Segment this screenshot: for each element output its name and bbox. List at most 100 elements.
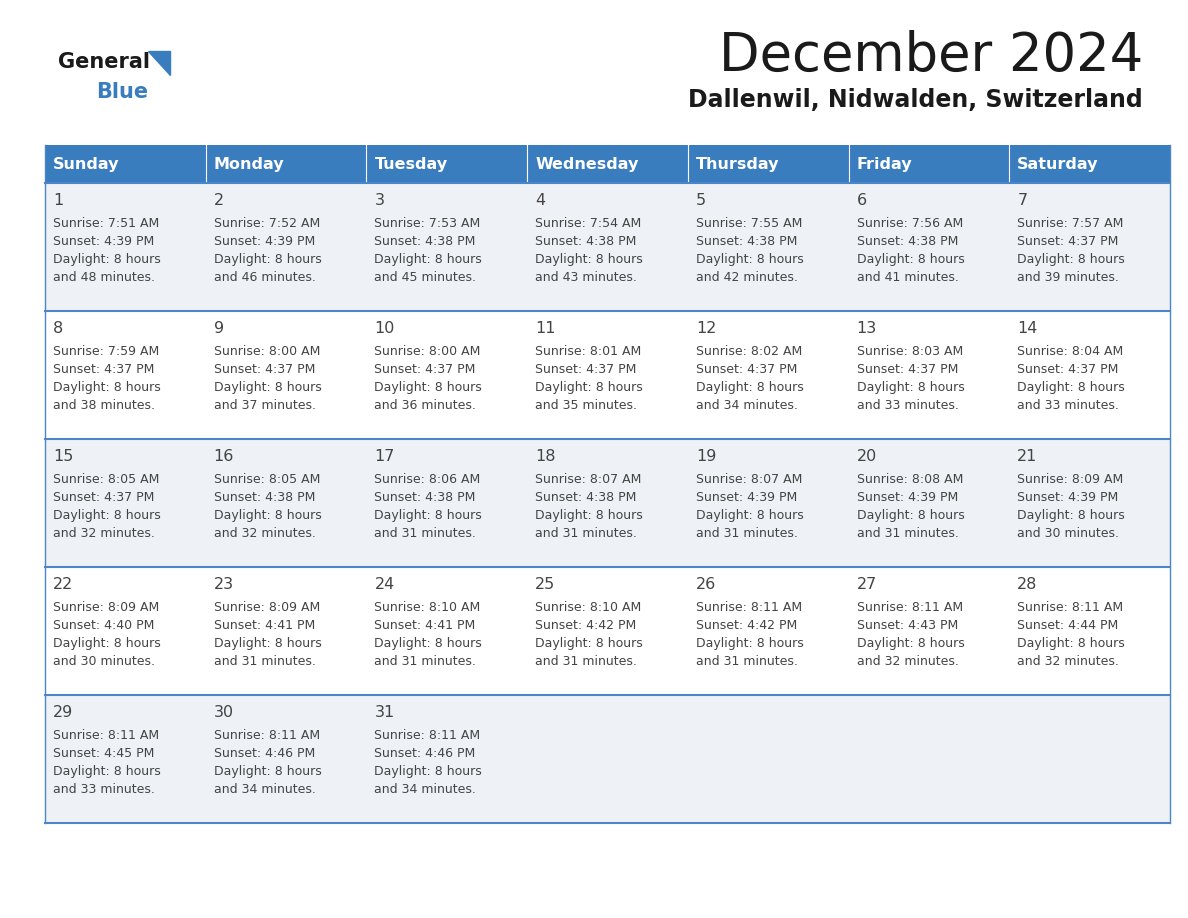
Text: Saturday: Saturday: [1017, 156, 1099, 172]
Text: 3: 3: [374, 193, 385, 208]
Text: Sunrise: 8:11 AM: Sunrise: 8:11 AM: [696, 601, 802, 614]
Text: and 31 minutes.: and 31 minutes.: [535, 527, 637, 540]
Text: Sunrise: 7:52 AM: Sunrise: 7:52 AM: [214, 217, 320, 230]
Text: 6: 6: [857, 193, 867, 208]
Text: Sunset: 4:46 PM: Sunset: 4:46 PM: [374, 747, 475, 760]
Text: and 42 minutes.: and 42 minutes.: [696, 271, 797, 284]
Bar: [45, 145, 206, 183]
Text: Sunrise: 8:03 AM: Sunrise: 8:03 AM: [857, 345, 962, 358]
Text: Daylight: 8 hours: Daylight: 8 hours: [1017, 509, 1125, 522]
Text: 16: 16: [214, 449, 234, 464]
Text: and 33 minutes.: and 33 minutes.: [857, 399, 959, 412]
Text: and 37 minutes.: and 37 minutes.: [214, 399, 316, 412]
Text: Daylight: 8 hours: Daylight: 8 hours: [374, 637, 482, 650]
Text: Sunrise: 7:56 AM: Sunrise: 7:56 AM: [857, 217, 962, 230]
Text: 13: 13: [857, 321, 877, 336]
Text: Sunrise: 8:11 AM: Sunrise: 8:11 AM: [1017, 601, 1124, 614]
Text: 8: 8: [53, 321, 63, 336]
Text: Sunset: 4:37 PM: Sunset: 4:37 PM: [1017, 363, 1119, 376]
Text: 11: 11: [535, 321, 556, 336]
Bar: [45, 439, 1170, 567]
Text: Thursday: Thursday: [696, 156, 779, 172]
Text: Daylight: 8 hours: Daylight: 8 hours: [214, 253, 322, 266]
Text: Daylight: 8 hours: Daylight: 8 hours: [374, 765, 482, 778]
Text: Daylight: 8 hours: Daylight: 8 hours: [696, 509, 803, 522]
Text: 23: 23: [214, 577, 234, 592]
Text: Sunrise: 8:00 AM: Sunrise: 8:00 AM: [374, 345, 481, 358]
Text: Daylight: 8 hours: Daylight: 8 hours: [214, 509, 322, 522]
Text: Sunset: 4:37 PM: Sunset: 4:37 PM: [214, 363, 315, 376]
Text: Sunset: 4:39 PM: Sunset: 4:39 PM: [53, 235, 154, 248]
Text: Sunrise: 7:55 AM: Sunrise: 7:55 AM: [696, 217, 802, 230]
Text: Sunset: 4:45 PM: Sunset: 4:45 PM: [53, 747, 154, 760]
Text: Sunrise: 8:08 AM: Sunrise: 8:08 AM: [857, 473, 963, 486]
Text: Sunset: 4:46 PM: Sunset: 4:46 PM: [214, 747, 315, 760]
Text: Sunrise: 8:09 AM: Sunrise: 8:09 AM: [53, 601, 159, 614]
Text: and 34 minutes.: and 34 minutes.: [374, 783, 476, 796]
Text: Sunrise: 8:11 AM: Sunrise: 8:11 AM: [374, 729, 481, 742]
Text: Blue: Blue: [96, 82, 148, 102]
Text: Sunrise: 8:04 AM: Sunrise: 8:04 AM: [1017, 345, 1124, 358]
Text: Sunrise: 8:10 AM: Sunrise: 8:10 AM: [374, 601, 481, 614]
Text: Sunset: 4:37 PM: Sunset: 4:37 PM: [53, 363, 154, 376]
Text: Sunset: 4:38 PM: Sunset: 4:38 PM: [214, 491, 315, 504]
Text: Sunset: 4:38 PM: Sunset: 4:38 PM: [857, 235, 958, 248]
Bar: [527, 145, 688, 183]
Text: Sunset: 4:38 PM: Sunset: 4:38 PM: [374, 235, 476, 248]
Text: Sunrise: 8:11 AM: Sunrise: 8:11 AM: [857, 601, 962, 614]
Text: and 39 minutes.: and 39 minutes.: [1017, 271, 1119, 284]
Text: 22: 22: [53, 577, 74, 592]
Text: Daylight: 8 hours: Daylight: 8 hours: [1017, 637, 1125, 650]
Text: and 48 minutes.: and 48 minutes.: [53, 271, 154, 284]
Text: Sunrise: 8:02 AM: Sunrise: 8:02 AM: [696, 345, 802, 358]
Text: Daylight: 8 hours: Daylight: 8 hours: [1017, 381, 1125, 394]
Text: Sunset: 4:44 PM: Sunset: 4:44 PM: [1017, 619, 1119, 632]
Text: Daylight: 8 hours: Daylight: 8 hours: [374, 253, 482, 266]
Text: and 31 minutes.: and 31 minutes.: [374, 527, 476, 540]
Text: Daylight: 8 hours: Daylight: 8 hours: [1017, 253, 1125, 266]
Text: and 38 minutes.: and 38 minutes.: [53, 399, 154, 412]
Text: Sunrise: 8:05 AM: Sunrise: 8:05 AM: [214, 473, 320, 486]
Bar: [45, 311, 1170, 439]
Text: 17: 17: [374, 449, 394, 464]
Bar: [206, 145, 366, 183]
Text: Sunset: 4:39 PM: Sunset: 4:39 PM: [696, 491, 797, 504]
Text: Sunrise: 8:10 AM: Sunrise: 8:10 AM: [535, 601, 642, 614]
Text: and 35 minutes.: and 35 minutes.: [535, 399, 637, 412]
Text: Friday: Friday: [857, 156, 912, 172]
Text: Sunrise: 8:07 AM: Sunrise: 8:07 AM: [535, 473, 642, 486]
Text: 29: 29: [53, 705, 74, 720]
Text: 21: 21: [1017, 449, 1037, 464]
Text: Sunset: 4:38 PM: Sunset: 4:38 PM: [374, 491, 476, 504]
Text: Sunset: 4:38 PM: Sunset: 4:38 PM: [535, 491, 637, 504]
Text: Sunset: 4:42 PM: Sunset: 4:42 PM: [535, 619, 637, 632]
Text: Daylight: 8 hours: Daylight: 8 hours: [535, 381, 643, 394]
Bar: [1010, 145, 1170, 183]
Text: Sunset: 4:43 PM: Sunset: 4:43 PM: [857, 619, 958, 632]
Text: Sunset: 4:37 PM: Sunset: 4:37 PM: [374, 363, 476, 376]
Bar: [848, 145, 1010, 183]
Text: Sunset: 4:38 PM: Sunset: 4:38 PM: [535, 235, 637, 248]
Text: Daylight: 8 hours: Daylight: 8 hours: [53, 509, 160, 522]
Text: 27: 27: [857, 577, 877, 592]
Text: Sunrise: 8:09 AM: Sunrise: 8:09 AM: [214, 601, 320, 614]
Text: and 33 minutes.: and 33 minutes.: [1017, 399, 1119, 412]
Text: Daylight: 8 hours: Daylight: 8 hours: [53, 765, 160, 778]
Text: 28: 28: [1017, 577, 1037, 592]
Text: 15: 15: [53, 449, 74, 464]
Text: and 33 minutes.: and 33 minutes.: [53, 783, 154, 796]
Text: Sunrise: 8:07 AM: Sunrise: 8:07 AM: [696, 473, 802, 486]
Text: and 36 minutes.: and 36 minutes.: [374, 399, 476, 412]
Text: Sunrise: 7:54 AM: Sunrise: 7:54 AM: [535, 217, 642, 230]
Text: and 31 minutes.: and 31 minutes.: [374, 655, 476, 668]
Text: 14: 14: [1017, 321, 1037, 336]
Text: Sunset: 4:38 PM: Sunset: 4:38 PM: [696, 235, 797, 248]
Text: and 30 minutes.: and 30 minutes.: [1017, 527, 1119, 540]
Text: Monday: Monday: [214, 156, 284, 172]
Text: and 31 minutes.: and 31 minutes.: [857, 527, 959, 540]
Text: and 34 minutes.: and 34 minutes.: [696, 399, 797, 412]
Text: Sunrise: 7:53 AM: Sunrise: 7:53 AM: [374, 217, 481, 230]
Text: 10: 10: [374, 321, 394, 336]
Text: and 32 minutes.: and 32 minutes.: [857, 655, 959, 668]
Text: Daylight: 8 hours: Daylight: 8 hours: [535, 509, 643, 522]
